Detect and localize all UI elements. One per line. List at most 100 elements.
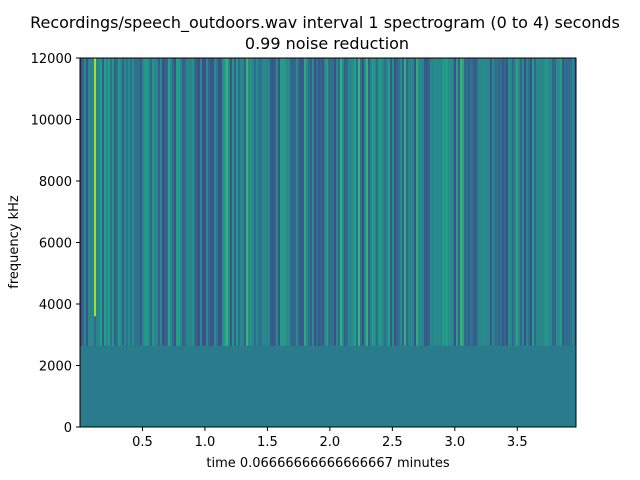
x-axis-label: time 0.06666666666666667 minutes xyxy=(206,456,449,471)
spectrogram-band xyxy=(472,58,474,346)
spectrogram-band xyxy=(206,58,208,346)
spectrogram-band xyxy=(568,58,570,346)
spectrogram-band xyxy=(442,58,444,346)
spectrogram-band xyxy=(248,58,250,346)
spectrogram-band xyxy=(574,58,576,346)
spectrogram-band xyxy=(510,58,512,346)
spectrogram-band xyxy=(516,58,518,346)
spectrogram-band xyxy=(312,58,314,346)
spectrogram-band xyxy=(118,58,120,346)
spectrogram-band xyxy=(390,58,392,346)
spectrogram-band xyxy=(490,58,492,346)
x-tick-label: 0.5 xyxy=(132,435,153,450)
spectrogram-band xyxy=(532,58,534,346)
spectrogram-band xyxy=(288,58,290,346)
spectrogram-band xyxy=(412,58,414,346)
spectrogram-band xyxy=(276,58,278,346)
x-tick-label: 1.5 xyxy=(257,435,278,450)
spectrogram-band xyxy=(308,58,310,346)
spectrogram-band xyxy=(258,58,260,346)
spectrogram-plot-area xyxy=(79,57,577,428)
spectrogram-band xyxy=(536,58,538,346)
spectrogram-band xyxy=(280,58,282,346)
spectrogram-band xyxy=(382,58,384,346)
spectrogram-band xyxy=(332,58,334,346)
spectrogram-band xyxy=(274,58,276,346)
spectrogram-band xyxy=(462,58,464,346)
spectrogram-band xyxy=(438,58,440,346)
spectrogram-band xyxy=(388,58,390,346)
spectrogram-band xyxy=(176,58,178,346)
spectrogram-band xyxy=(518,58,520,346)
spectrogram-band xyxy=(164,58,166,346)
spectrogram-band xyxy=(130,58,132,346)
spectrogram-band xyxy=(356,58,358,346)
spectrogram-band xyxy=(144,58,146,346)
spectrogram-band xyxy=(328,58,330,346)
spectrogram-band xyxy=(80,58,82,346)
spectrogram-band xyxy=(376,58,378,346)
spectrogram-band xyxy=(564,58,566,346)
spectrogram-band xyxy=(294,58,296,346)
spectrogram-band xyxy=(92,58,94,346)
spectrogram-band xyxy=(460,58,462,346)
spectrogram-band xyxy=(374,58,376,346)
spectrogram-band xyxy=(194,58,196,346)
x-tick-label: 3.0 xyxy=(444,435,465,450)
spectrogram-band xyxy=(526,58,528,346)
spectrogram-band xyxy=(86,58,88,346)
spectrogram-band xyxy=(226,58,228,346)
spectrogram-band xyxy=(140,58,142,346)
spectrogram-band xyxy=(344,58,346,346)
spectrogram-band xyxy=(396,58,398,346)
y-tick-label: 10000 xyxy=(31,114,72,129)
spectrogram-band xyxy=(380,58,382,346)
spectrogram-band xyxy=(468,58,470,346)
spectrogram-band xyxy=(508,58,510,346)
spectrogram-band xyxy=(360,58,362,346)
spectrogram-band xyxy=(178,58,180,346)
spectrogram-band xyxy=(554,58,556,346)
spectrogram-band xyxy=(300,58,302,346)
spectrogram-band xyxy=(126,58,128,346)
spectrogram-band xyxy=(286,58,288,346)
spectrogram-band xyxy=(428,58,430,346)
spectrogram-band xyxy=(296,58,298,346)
spectrogram-band xyxy=(348,58,350,346)
spectrogram-band xyxy=(214,58,216,346)
spectrogram-band xyxy=(500,58,502,346)
spectrogram-band xyxy=(232,58,234,346)
y-tick-label: 4000 xyxy=(39,298,72,313)
spectrogram-band xyxy=(524,58,526,346)
spectrogram-band xyxy=(266,58,268,346)
spectrogram-band xyxy=(192,58,194,346)
spectrogram-band xyxy=(284,58,286,346)
spectrogram-band xyxy=(228,58,230,346)
spectrogram-band xyxy=(102,58,104,346)
y-tick-label: 12000 xyxy=(31,52,72,67)
spectrogram-band xyxy=(88,58,90,346)
spectrogram-band xyxy=(372,58,374,346)
spectrogram-band xyxy=(250,58,252,346)
spectrogram-band xyxy=(110,58,112,346)
spectrogram-band xyxy=(416,58,418,346)
spectrogram-band xyxy=(120,58,122,346)
spectrogram-band xyxy=(186,58,188,346)
spectrogram-band xyxy=(370,58,372,346)
spectrogram-band xyxy=(198,58,200,346)
spectrogram-band xyxy=(134,58,136,346)
spectrogram-band xyxy=(358,58,360,346)
spectrogram-band xyxy=(572,58,574,346)
spectrogram-band xyxy=(168,58,170,346)
spectrogram-band xyxy=(528,58,530,346)
spectrogram-band xyxy=(520,58,522,346)
spectrogram-band xyxy=(320,58,322,346)
spectrogram-band xyxy=(466,58,468,346)
spectrogram-band xyxy=(282,58,284,346)
spectrogram-band xyxy=(454,58,456,346)
spectrogram-band xyxy=(410,58,412,346)
x-tick-label: 2.5 xyxy=(382,435,403,450)
spectrogram-band xyxy=(154,58,156,346)
spectrogram-band xyxy=(96,58,98,346)
y-tick-label: 8000 xyxy=(39,175,72,190)
